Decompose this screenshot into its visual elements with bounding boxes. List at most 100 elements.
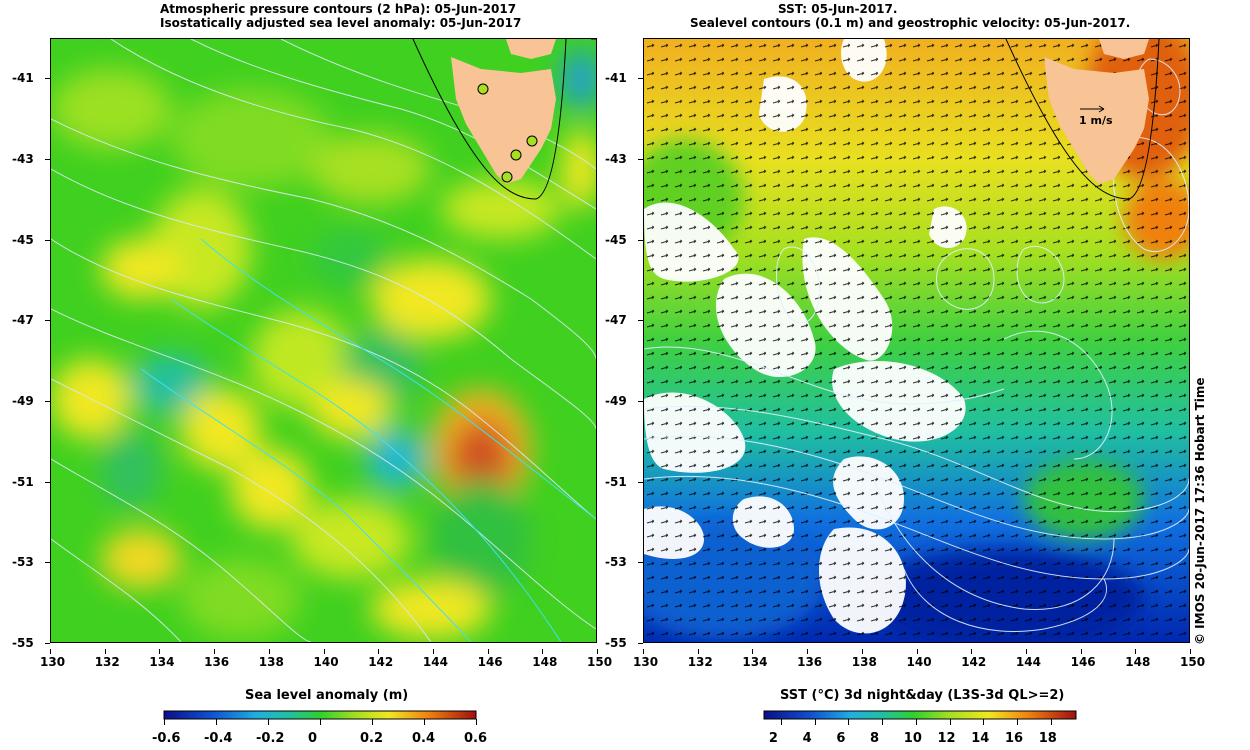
tide-gauge-marker	[477, 83, 489, 95]
colorbar-tick-label: 10	[903, 731, 922, 746]
axis-tick-label: -41	[12, 71, 34, 86]
tide-gauge-marker	[510, 149, 522, 161]
axis-tick-label: 136	[204, 655, 230, 669]
right-colorbar-title: SST (°C) 3d night&day (L3S-3d QL>=2)	[780, 688, 1065, 703]
colorbar-tick-label: 0.4	[412, 731, 436, 746]
axis-tick-mark	[916, 649, 918, 654]
colorbar-tick-mark	[372, 719, 373, 725]
left-colorbar-title: Sea level anomaly (m)	[245, 688, 409, 703]
axis-tick-label: 148	[1125, 655, 1151, 669]
colorbar-tick-mark	[424, 719, 425, 725]
colorbar-tick-mark	[320, 719, 321, 725]
axis-tick-mark	[45, 481, 50, 483]
colorbar-tick-label: -0.2	[256, 731, 285, 746]
colorbar-tick-mark	[814, 719, 816, 725]
axis-tick-label: -53	[605, 555, 627, 570]
axis-tick-label: -47	[12, 313, 34, 328]
colorbar-tick-mark	[915, 719, 917, 725]
colorbar-tick-mark	[476, 719, 477, 725]
axis-tick-label: 148	[532, 655, 558, 669]
axis-tick-mark	[638, 239, 643, 241]
colorbar-tick-label: -0.4	[204, 731, 233, 746]
colorbar-tick-label: 4	[802, 731, 812, 746]
colorbar-tick-label: 14	[971, 731, 990, 746]
colorbar-tick-label: 0	[308, 731, 318, 746]
axis-tick-mark	[638, 159, 643, 160]
axis-tick-label: 142	[961, 655, 987, 669]
axis-tick-label: 138	[851, 655, 877, 669]
axis-tick-label: -49	[605, 394, 627, 408]
axis-tick-label: 144	[1015, 655, 1041, 669]
axis-tick-mark	[323, 649, 325, 654]
axis-tick-label: 138	[258, 655, 284, 669]
axis-tick-mark	[1135, 649, 1137, 654]
axis-tick-label: 134	[149, 655, 175, 669]
axis-tick-mark	[432, 649, 434, 654]
axis-tick-label: 132	[687, 655, 713, 669]
sea-level-anomaly-map	[51, 39, 596, 642]
colorbar-tick-label: -0.6	[152, 731, 181, 746]
axis-tick-mark	[971, 649, 973, 654]
left-title-line2: Isostatically adjusted sea level anomaly…	[160, 16, 522, 30]
axis-tick-label: 132	[94, 655, 120, 669]
axis-tick-mark	[214, 649, 216, 654]
axis-tick-label: 144	[422, 655, 448, 669]
left-map-panel	[50, 38, 597, 643]
axis-tick-label: 150	[587, 655, 613, 669]
right-title-line1: SST: 05-Jun-2017.	[778, 2, 898, 16]
axis-tick-label: -55	[12, 636, 34, 650]
colorbar-tick-mark	[268, 719, 269, 725]
axis-tick-mark	[861, 649, 863, 654]
axis-tick-mark	[45, 159, 50, 160]
axis-tick-mark	[45, 643, 50, 644]
axis-tick-label: -41	[605, 71, 627, 86]
axis-tick-label: -43	[605, 152, 627, 166]
colorbar-tick-mark	[882, 719, 884, 725]
colorbar-tick-mark	[1016, 719, 1018, 725]
axis-tick-mark	[1190, 649, 1191, 654]
axis-tick-mark	[45, 401, 50, 402]
axis-tick-label: -55	[605, 636, 627, 650]
axis-tick-mark	[638, 562, 643, 564]
axis-tick-mark	[104, 649, 106, 654]
right-map-panel: 1 m/s	[643, 38, 1190, 643]
axis-tick-label: -51	[12, 474, 34, 489]
velocity-scale-label: 1 m/s	[1079, 114, 1113, 127]
colorbar-tick-label: 0.6	[464, 731, 488, 746]
axis-tick-label: 142	[368, 655, 394, 669]
colorbar-tick-label: 12	[937, 731, 956, 746]
colorbar-tick-label: 8	[870, 731, 880, 746]
axis-tick-mark	[807, 649, 809, 654]
tide-gauge-marker	[526, 135, 538, 147]
axis-tick-label: 140	[906, 655, 932, 669]
axis-tick-label: -49	[12, 394, 34, 408]
axis-tick-label: -45	[605, 232, 627, 247]
right-title-line2: Sealevel contours (0.1 m) and geostrophi…	[690, 16, 1131, 30]
colorbar-tick-mark	[983, 719, 985, 725]
axis-tick-mark	[1080, 649, 1082, 654]
axis-tick-mark	[159, 649, 161, 654]
axis-tick-mark	[45, 562, 50, 564]
colorbar-tick-label: 6	[836, 731, 846, 746]
sst-colorbar	[763, 710, 1077, 720]
axis-tick-mark	[597, 649, 598, 654]
axis-tick-label: 146	[1070, 655, 1096, 669]
axis-tick-mark	[638, 481, 643, 483]
colorbar-tick-mark	[780, 719, 782, 725]
axis-tick-label: -51	[605, 474, 627, 489]
axis-tick-mark	[268, 649, 270, 654]
colorbar-tick-label: 0.2	[360, 731, 384, 746]
axis-tick-label: 146	[477, 655, 503, 669]
axis-tick-mark	[752, 649, 754, 654]
axis-tick-label: -43	[12, 152, 34, 166]
axis-tick-label: -45	[12, 232, 34, 247]
axis-tick-label: 136	[797, 655, 823, 669]
imos-credit: © IMOS 20-Jun-2017 17:36 Hobart Time	[1193, 377, 1207, 645]
axis-tick-mark	[542, 649, 544, 654]
colorbar-tick-mark	[216, 719, 217, 725]
colorbar-tick-label: 2	[768, 731, 778, 746]
axis-tick-label: 130	[40, 655, 66, 669]
axis-tick-mark	[50, 649, 51, 654]
sst-map	[644, 39, 1189, 642]
tide-gauge-marker	[501, 171, 513, 183]
